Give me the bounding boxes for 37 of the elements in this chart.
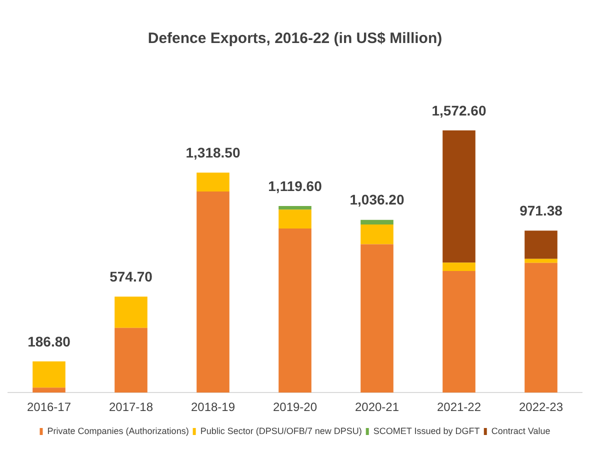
x-tick-label: 2018-19 (190, 400, 236, 414)
annotation: 971.38 (520, 202, 563, 218)
x-tick-label: 2020-21 (354, 400, 400, 414)
bar (360, 244, 394, 393)
annotation: 1,036.20 (350, 192, 404, 208)
bar (442, 270, 476, 393)
bar (114, 328, 148, 393)
x-tick-label: 2022-23 (518, 400, 564, 414)
bar (360, 224, 394, 244)
legend-label: Contract Value (491, 426, 550, 436)
bar (524, 230, 558, 259)
bar (278, 210, 312, 228)
chart-title: Defence Exports, 2016-22 (in US$ Million) (148, 30, 442, 48)
x-tick-label: 2019-20 (272, 400, 318, 414)
bar (278, 206, 312, 210)
bar (442, 262, 476, 271)
bar (32, 361, 66, 388)
annotation: 574.70 (110, 268, 153, 285)
annotation: 186.80 (28, 333, 71, 350)
bar (524, 262, 558, 393)
annotation: 1,318.50 (186, 144, 240, 160)
bar (360, 220, 394, 225)
bar (442, 130, 476, 263)
bar (114, 296, 148, 328)
bar (32, 388, 66, 393)
x-tick-label: 2021-22 (436, 400, 482, 414)
legend-label: Private Companies (Authorizations) (47, 426, 189, 436)
bar (196, 192, 230, 393)
x-tick-label: 2017-18 (108, 400, 154, 414)
bar (278, 228, 312, 393)
x-tick-label: 2016-17 (26, 400, 72, 414)
legend-label: SCOMET Issued by DGFT (373, 426, 480, 436)
bar (524, 258, 558, 263)
annotation: 1,572.60 (432, 102, 486, 118)
bar (196, 172, 230, 192)
legend-label: Public Sector (DPSU/OFB/7 new DPSU) (200, 426, 362, 436)
annotation: 1,119.60 (268, 178, 322, 194)
